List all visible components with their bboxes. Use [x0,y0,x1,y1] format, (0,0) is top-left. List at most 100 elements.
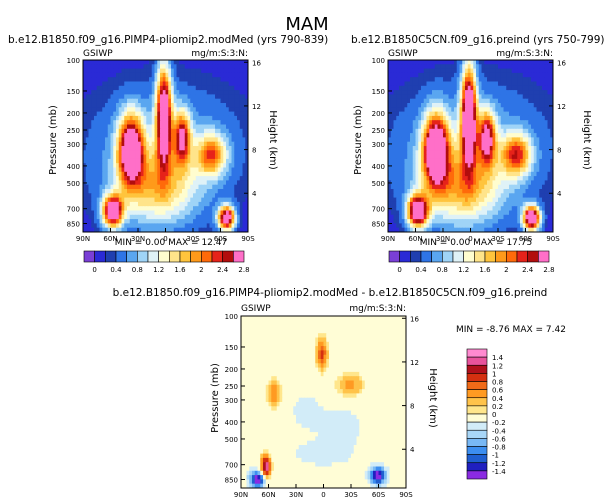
heat-cell [173,81,177,87]
heat-cell [231,227,235,233]
heat-cell [544,146,548,151]
heat-cell [539,72,543,78]
heat-cell [533,128,537,134]
heat-cell [91,133,95,138]
heat-cell [176,94,180,100]
heat-cell [91,210,95,216]
heat-cell [121,227,125,233]
heat-cell [511,180,515,186]
heat-cell [228,154,232,160]
heat-cell [217,158,221,164]
heat-cell [489,68,493,74]
heat-cell [151,115,155,121]
heat-cell [544,193,548,199]
x-tick-label: 60S [214,235,228,243]
heat-cell [443,77,447,82]
heat-cell [193,64,197,70]
heat-cell [135,184,139,190]
heat-cell [96,176,100,181]
heat-cell [437,90,441,95]
heat-cell [151,154,155,160]
heat-cell [539,60,543,65]
heat-cell [531,64,535,70]
colorbar-box [233,250,245,263]
heat-cell [426,85,430,91]
heat-cell [239,111,243,117]
heat-cell [544,176,548,181]
heat-cell [149,214,153,220]
heat-cell [118,189,122,194]
heat-cell [121,141,125,147]
heat-cell [140,171,144,177]
heat-cell [171,223,175,229]
heat-cell [179,120,183,125]
heat-cell [105,120,109,125]
heat-cell [157,141,161,147]
heat-cell [149,98,153,104]
heat-cell [215,133,219,138]
heat-cell [484,137,488,143]
heat-cell [388,146,392,151]
heat-cell [445,60,449,65]
heat-cell [492,227,496,233]
heat-cell [528,189,532,194]
heat-cell [242,115,246,121]
heat-cell [85,158,89,164]
heat-cell [426,193,430,199]
heat-cell [498,124,502,130]
heat-cell [506,94,510,100]
heat-cell [539,81,543,87]
heat-cell [487,180,491,186]
heat-cell [445,176,449,181]
heat-cell [193,124,197,130]
heat-cell [481,167,485,173]
heat-cell [129,180,133,186]
heat-cell [514,184,518,190]
heat-cell [445,214,449,220]
heat-cell [176,124,180,130]
heat-cell [495,77,499,82]
heat-cell [520,146,524,151]
heat-cell [418,60,422,65]
heat-cell [401,176,405,181]
heat-cell [418,154,422,160]
heat-cell [212,201,216,207]
heat-cell [173,210,177,216]
heat-cell [492,189,496,194]
heat-cell [83,120,87,125]
heat-cell [83,193,87,199]
heat-cell [118,120,122,125]
heat-cell [179,193,183,199]
heat-cell [418,219,422,224]
heat-cell [157,189,161,194]
heat-cell [434,171,438,177]
heat-cell [536,189,540,194]
heat-cell [220,124,224,130]
heat-cell [242,176,246,181]
heat-cell [105,133,109,138]
heat-cell [429,171,433,177]
heat-cell [83,201,87,207]
heat-cell [495,68,499,74]
heat-cell [454,227,458,233]
heat-cell [451,115,455,121]
heat-cell [393,150,397,156]
heat-cell [492,60,496,65]
heat-cell [445,150,449,156]
heat-cell [220,141,224,147]
heat-cell [135,210,139,216]
heat-cell [539,146,543,151]
heat-cell [182,68,186,74]
heat-cell [459,124,463,130]
heat-cell [407,137,411,143]
heat-cell [456,120,460,125]
heat-cell [157,85,161,91]
heat-cell [487,137,491,143]
heat-cell [489,107,493,113]
heat-cell [160,98,164,104]
heat-cell [525,193,529,199]
heat-cell [151,133,155,138]
heat-cell [190,98,194,104]
heat-cell [138,141,142,147]
heat-cell [418,189,422,194]
